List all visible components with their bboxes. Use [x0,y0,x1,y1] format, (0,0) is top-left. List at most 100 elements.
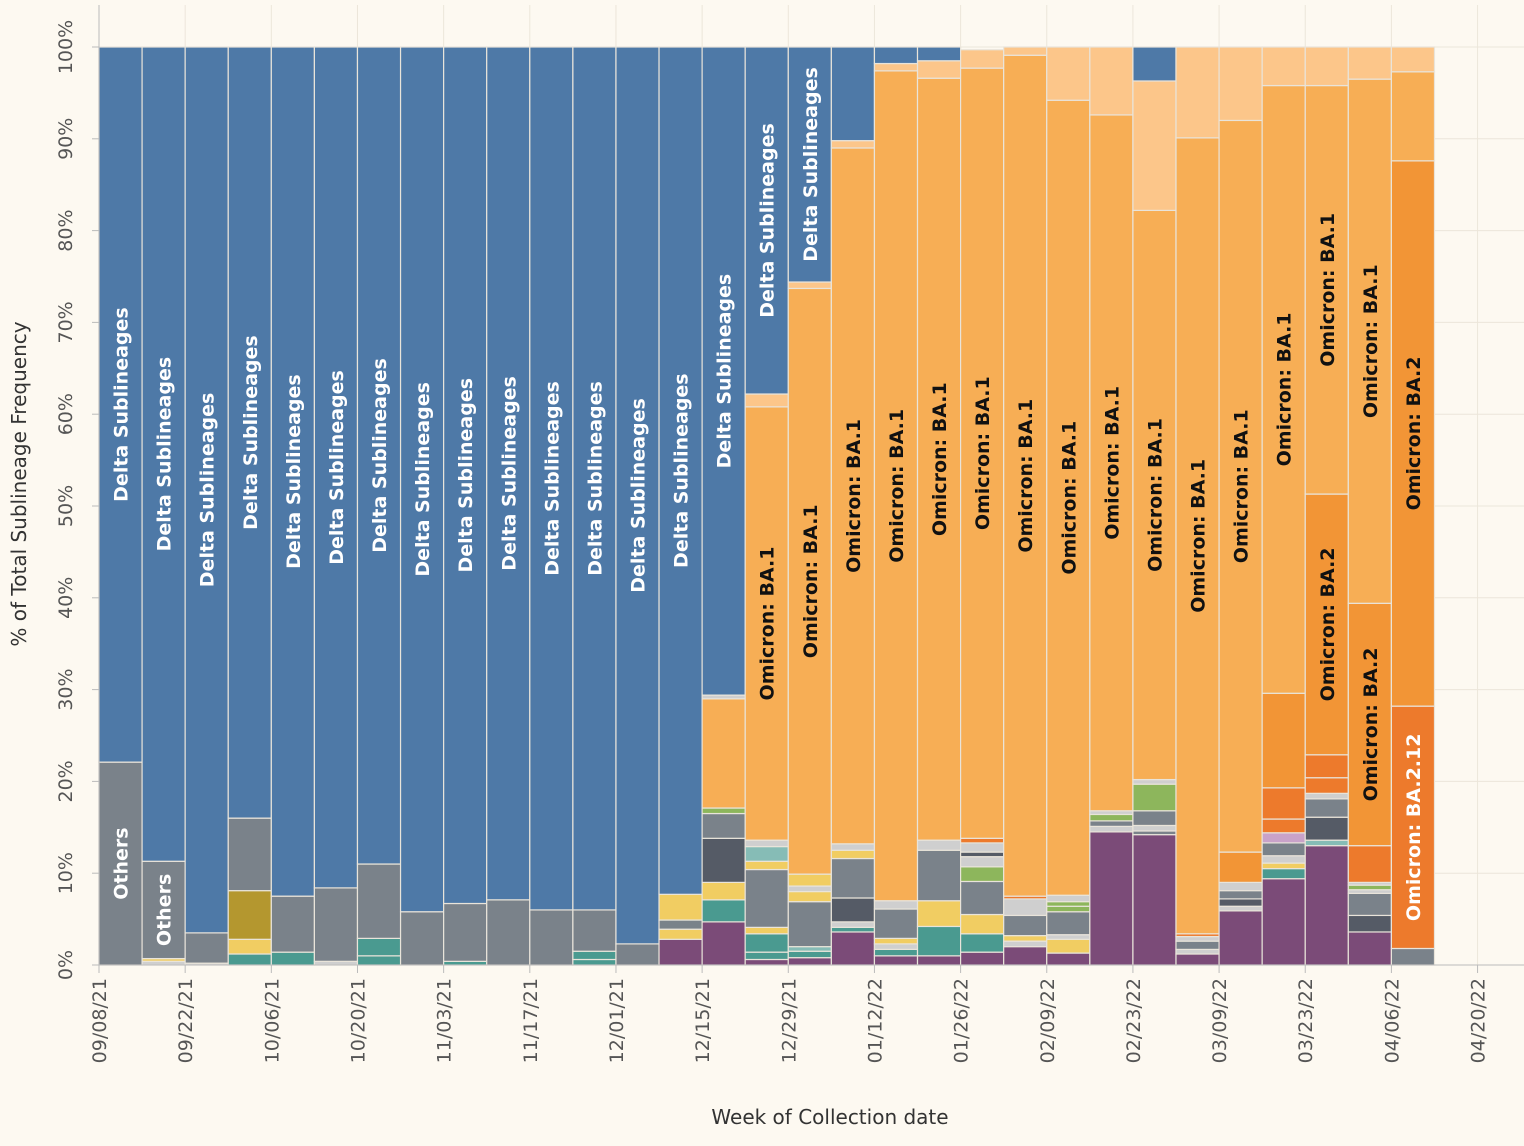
bar-segment [1218,905,1263,912]
bar-segment [1089,114,1134,812]
segment-label: Omicron: BA.1 [1231,409,1253,563]
bar-segment [787,287,832,875]
bar-segment [1046,934,1091,940]
bar-segment [1218,910,1263,966]
bar-segment [270,895,316,953]
bar-segment [1218,851,1263,883]
bar-segment [356,937,402,957]
bar-segment [98,761,143,966]
bar-segment [1304,754,1349,779]
bars [98,46,1436,966]
bar-segment [787,901,832,948]
bar-segment [916,60,962,79]
bar-segment [1390,46,1436,73]
bar-segment [1089,46,1134,116]
segment-label: Omicron: BA.2 [1317,547,1339,701]
x-tick-label: 02/23/22 [1123,978,1145,1063]
bar-segment [1261,855,1306,864]
segment-label: Delta Sublineages [541,381,563,576]
bar-segment [1390,947,1436,966]
y-tick-label: 0% [55,950,77,980]
segment-label: Omicron: BA.1 [843,419,865,573]
bar-segment [787,885,832,893]
bar-segment [1132,824,1177,832]
bar-segment [830,147,876,845]
bar-segment [486,899,531,966]
bar-segment [529,46,574,911]
segment-label: Omicron: BA.1 [1188,459,1210,613]
x-tick-label: 09/08/21 [89,978,111,1063]
segment-label: Omicron: BA.1 [929,382,951,536]
y-axis: 0% 10% 20% 30% 40% 50% 60% 70% 80% 90% 100% [55,5,100,980]
bar-segment [873,948,919,957]
bar-segment [1089,820,1134,827]
bar-segment [399,911,445,966]
bar-segment [227,938,272,955]
segment-label: Omicron: BA.1 [886,409,908,563]
bar-segment [184,46,229,934]
bar-segment [959,913,1005,935]
x-axis: 09/08/21 09/22/21 10/06/21 10/20/21 11/03/21… [89,964,1524,1063]
bar-segment [1304,777,1349,794]
bar-segment [1046,911,1091,936]
bar-segment [1218,46,1263,122]
bar-segment [1132,209,1177,781]
x-tick-label: 03/09/22 [1209,978,1231,1063]
bar-segment [744,951,789,961]
bar-segment [1046,952,1091,966]
bar-segment [1261,818,1306,834]
bar-segment [744,860,789,871]
segment-label: Omicron: BA.1 [1360,264,1382,418]
bar-segment [959,880,1005,916]
bar-segment [141,46,186,862]
y-axis-title: % of Total Sublineage Frequency [7,321,31,646]
bar-segment [1390,71,1436,162]
bar-segment [1347,884,1392,891]
bar-segment [313,887,359,962]
bar-segment [572,46,617,911]
bar-segment [959,951,1005,966]
bar-segment [744,868,789,928]
x-tick-label: 03/23/22 [1295,978,1317,1063]
bar-segment [744,839,789,848]
bar-segment [1003,935,1048,942]
bar-segment [1261,862,1306,870]
bar-segment [1347,914,1392,933]
bar-segment [1132,810,1177,827]
bar-segment [959,49,1005,69]
bar-segment [1347,46,1392,80]
segment-label: Delta Sublineages [800,67,822,262]
segment-label: Delta Sublineages [412,382,434,577]
segment-labels: Others Delta Sublineages Others Delta Subli… [111,67,1425,946]
segment-label: Delta Sublineages [111,307,133,502]
bar-segment [873,955,919,966]
bar-segment [701,46,746,696]
bar-segment [1261,832,1306,844]
bar-segment [787,950,832,959]
bar-segment [916,46,962,62]
bar-segment [658,928,703,940]
bar-segment [1046,46,1091,101]
bar-segment [701,812,746,839]
bar-segment [1132,778,1177,785]
bar-segment [1046,99,1091,896]
segment-label: Others [154,874,176,946]
bar-segment [1089,813,1134,822]
bar-segment [572,958,617,966]
x-tick-label: 12/29/21 [778,978,800,1063]
bar-segment [1175,953,1220,966]
bar-segment [830,931,876,966]
bar-segment [658,893,703,921]
bar-segment [658,919,703,930]
bar-segment [399,46,445,913]
segment-label: Delta Sublineages [154,357,176,552]
bar-segment [1003,46,1048,56]
x-tick-label: 10/06/21 [261,978,283,1063]
bar-segment [1089,831,1134,966]
segment-label: Omicron: BA.1 [1101,386,1123,540]
bar-segment [1304,798,1349,818]
x-tick-label: 12/01/21 [606,978,628,1063]
y-tick-label: 80% [55,209,77,251]
x-tick-label: 01/12/22 [864,978,886,1063]
